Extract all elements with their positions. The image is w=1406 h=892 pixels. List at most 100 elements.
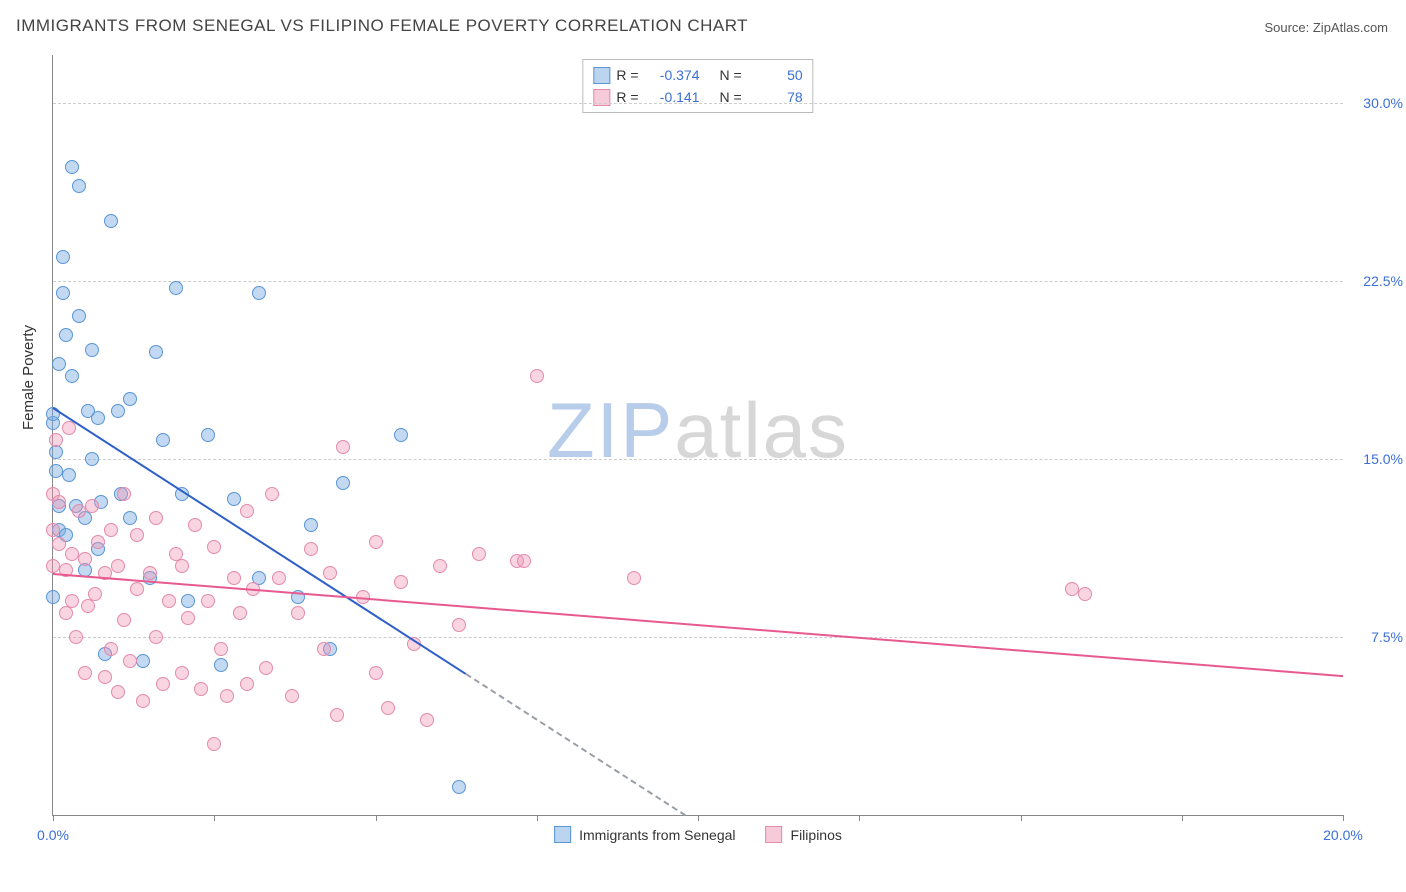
data-point-filipinos xyxy=(78,666,92,680)
data-point-filipinos xyxy=(369,535,383,549)
data-point-senegal xyxy=(72,179,86,193)
data-point-filipinos xyxy=(111,559,125,573)
data-point-senegal xyxy=(49,464,63,478)
data-point-filipinos xyxy=(323,566,337,580)
data-point-filipinos xyxy=(46,523,60,537)
data-point-senegal xyxy=(62,468,76,482)
data-point-filipinos xyxy=(149,630,163,644)
gridline xyxy=(53,281,1343,282)
data-point-filipinos xyxy=(175,559,189,573)
data-point-senegal xyxy=(104,214,118,228)
data-point-senegal xyxy=(169,281,183,295)
data-point-filipinos xyxy=(104,523,118,537)
source-attribution: Source: ZipAtlas.com xyxy=(1264,20,1388,35)
data-point-filipinos xyxy=(220,689,234,703)
data-point-filipinos xyxy=(369,666,383,680)
x-tick xyxy=(1021,815,1022,821)
data-point-senegal xyxy=(85,343,99,357)
y-tick-label: 7.5% xyxy=(1348,629,1403,645)
data-point-filipinos xyxy=(259,661,273,675)
data-point-filipinos xyxy=(65,547,79,561)
chart-title: IMMIGRANTS FROM SENEGAL VS FILIPINO FEMA… xyxy=(16,16,748,36)
legend-label-senegal: Immigrants from Senegal xyxy=(579,827,735,843)
trendline-senegal xyxy=(52,407,466,675)
data-point-filipinos xyxy=(78,552,92,566)
data-point-senegal xyxy=(56,250,70,264)
data-point-filipinos xyxy=(530,369,544,383)
data-point-senegal xyxy=(111,404,125,418)
data-point-filipinos xyxy=(304,542,318,556)
data-point-filipinos xyxy=(330,708,344,722)
data-point-senegal xyxy=(52,357,66,371)
legend-label-filipinos: Filipinos xyxy=(791,827,842,843)
data-point-filipinos xyxy=(65,594,79,608)
data-point-filipinos xyxy=(265,487,279,501)
data-point-filipinos xyxy=(143,566,157,580)
swatch-senegal xyxy=(593,67,610,84)
data-point-filipinos xyxy=(156,677,170,691)
data-point-senegal xyxy=(65,160,79,174)
x-tick xyxy=(1343,815,1344,821)
data-point-filipinos xyxy=(98,670,112,684)
data-point-filipinos xyxy=(317,642,331,656)
x-tick xyxy=(53,815,54,821)
chart-plot-area: ZIPatlas R = -0.374 N = 50 R = -0.141 N … xyxy=(52,55,1343,816)
swatch-filipinos-icon xyxy=(766,826,783,843)
data-point-filipinos xyxy=(517,554,531,568)
data-point-filipinos xyxy=(104,642,118,656)
data-point-senegal xyxy=(201,428,215,442)
trendline-senegal-extrapolated xyxy=(465,673,685,816)
data-point-senegal xyxy=(252,286,266,300)
data-point-filipinos xyxy=(452,618,466,632)
data-point-filipinos xyxy=(201,594,215,608)
data-point-filipinos xyxy=(72,504,86,518)
legend-item-filipinos: Filipinos xyxy=(766,826,842,843)
data-point-senegal xyxy=(72,309,86,323)
data-point-filipinos xyxy=(214,642,228,656)
data-point-senegal xyxy=(181,594,195,608)
series-legend: Immigrants from Senegal Filipinos xyxy=(554,826,842,843)
watermark: ZIPatlas xyxy=(547,385,849,476)
watermark-zip: ZIP xyxy=(547,386,674,474)
y-tick-label: 15.0% xyxy=(1348,451,1403,467)
x-tick xyxy=(1182,815,1183,821)
y-tick-label: 22.5% xyxy=(1348,273,1403,289)
data-point-filipinos xyxy=(149,511,163,525)
data-point-filipinos xyxy=(272,571,286,585)
data-point-senegal xyxy=(59,328,73,342)
gridline xyxy=(53,459,1343,460)
data-point-filipinos xyxy=(111,685,125,699)
data-point-filipinos xyxy=(336,440,350,454)
data-point-senegal xyxy=(394,428,408,442)
data-point-filipinos xyxy=(175,666,189,680)
data-point-filipinos xyxy=(240,677,254,691)
data-point-filipinos xyxy=(130,528,144,542)
data-point-filipinos xyxy=(130,582,144,596)
data-point-filipinos xyxy=(46,559,60,573)
data-point-filipinos xyxy=(207,737,221,751)
correlation-legend: R = -0.374 N = 50 R = -0.141 N = 78 xyxy=(582,59,813,113)
y-tick-label: 30.0% xyxy=(1348,95,1403,111)
data-point-filipinos xyxy=(207,540,221,554)
data-point-senegal xyxy=(136,654,150,668)
data-point-filipinos xyxy=(1078,587,1092,601)
data-point-senegal xyxy=(452,780,466,794)
y-axis-label: Female Poverty xyxy=(20,325,37,430)
data-point-filipinos xyxy=(472,547,486,561)
data-point-filipinos xyxy=(291,606,305,620)
data-point-filipinos xyxy=(627,571,641,585)
data-point-senegal xyxy=(149,345,163,359)
swatch-senegal-icon xyxy=(554,826,571,843)
data-point-filipinos xyxy=(117,487,131,501)
data-point-filipinos xyxy=(188,518,202,532)
data-point-senegal xyxy=(214,658,228,672)
data-point-filipinos xyxy=(227,571,241,585)
data-point-senegal xyxy=(46,590,60,604)
x-tick xyxy=(214,815,215,821)
data-point-filipinos xyxy=(394,575,408,589)
x-tick xyxy=(376,815,377,821)
data-point-filipinos xyxy=(433,559,447,573)
legend-item-senegal: Immigrants from Senegal xyxy=(554,826,735,843)
data-point-filipinos xyxy=(49,433,63,447)
trendline-filipinos xyxy=(53,573,1343,677)
